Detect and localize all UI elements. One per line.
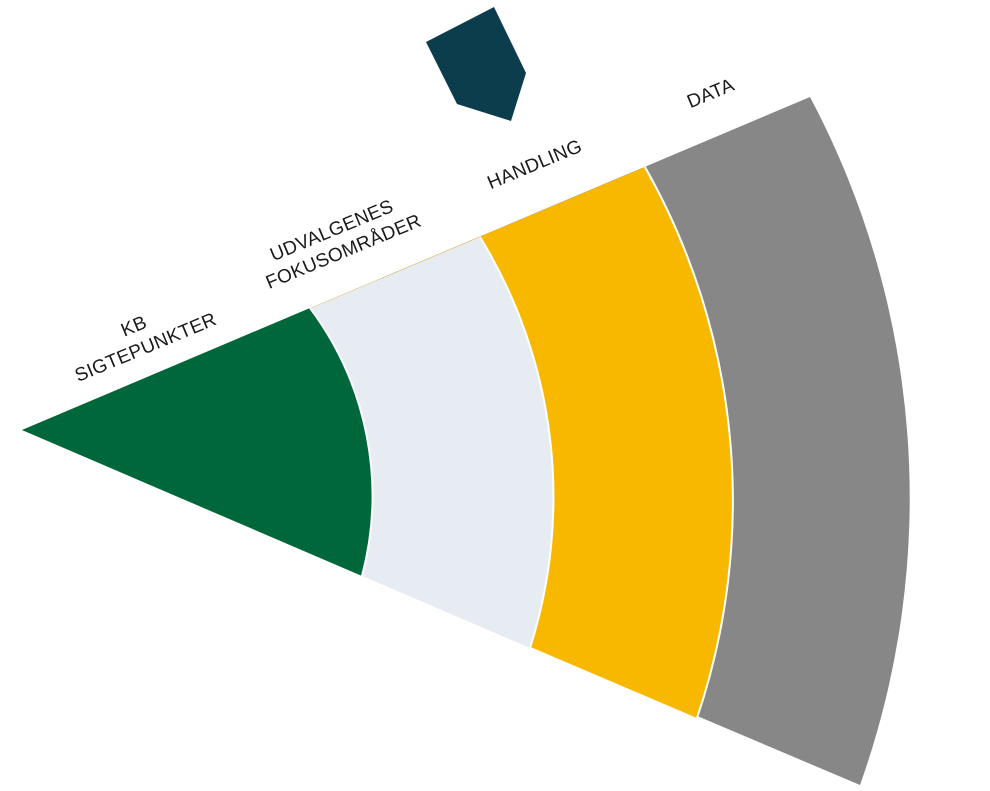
label-data: DATA	[684, 75, 737, 113]
band-kb-sigtepunkter	[22, 308, 373, 576]
label-handling: HANDLING	[484, 136, 585, 194]
separator-2	[479, 236, 555, 649]
pointer-marker	[426, 7, 526, 121]
separator-3	[644, 166, 734, 719]
separator-1	[309, 307, 374, 577]
